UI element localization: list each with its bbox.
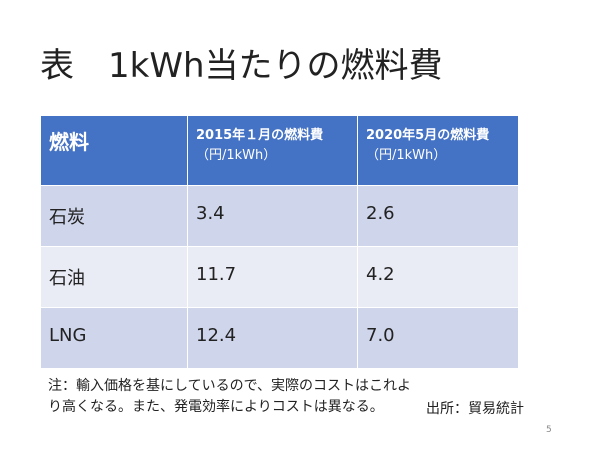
cell-cost-2015: 3.4: [187, 185, 358, 247]
cell-cost-2015: 11.7: [187, 246, 358, 308]
cell-cost-2020: 7.0: [357, 307, 519, 369]
footnote: 注：輸入価格を基にしているので、実際のコストはこれより高くなる。また、発電効率に…: [48, 378, 412, 415]
header-2020-may: 2020年5月の燃料費 （円/1kWh）: [357, 115, 519, 186]
fuel-cost-table: 燃料 2015年１月の燃料費 （円/1kWh） 2020年5月の燃料費 （円/1…: [40, 115, 519, 369]
table-row: LNG 12.4 7.0: [40, 307, 519, 369]
source-citation: 出所：貿易統計: [426, 401, 524, 417]
cell-fuel: 石炭: [40, 185, 188, 247]
header-2020-may-unit: （円/1kWh）: [366, 148, 447, 163]
table-header-row: 燃料 2015年１月の燃料費 （円/1kWh） 2020年5月の燃料費 （円/1…: [40, 115, 519, 186]
cell-cost-2015: 12.4: [187, 307, 358, 369]
cell-fuel: 石油: [40, 246, 188, 308]
cell-cost-2020: 4.2: [357, 246, 519, 308]
cell-cost-2020: 2.6: [357, 185, 519, 247]
header-2015-jan-unit: （円/1kWh）: [196, 148, 277, 163]
header-2015-jan-label: 2015年１月の燃料費: [196, 128, 324, 143]
header-fuel: 燃料: [40, 115, 188, 186]
header-fuel-label: 燃料: [49, 130, 89, 154]
header-2015-jan: 2015年１月の燃料費 （円/1kWh）: [187, 115, 358, 186]
header-2020-may-label: 2020年5月の燃料費: [366, 128, 490, 143]
cell-fuel: LNG: [40, 307, 188, 369]
table-row: 石炭 3.4 2.6: [40, 185, 519, 247]
page-number: 5: [546, 425, 552, 435]
table-row: 石油 11.7 4.2: [40, 246, 519, 308]
slide-title: 表 1kWh当たりの燃料費: [40, 46, 443, 86]
